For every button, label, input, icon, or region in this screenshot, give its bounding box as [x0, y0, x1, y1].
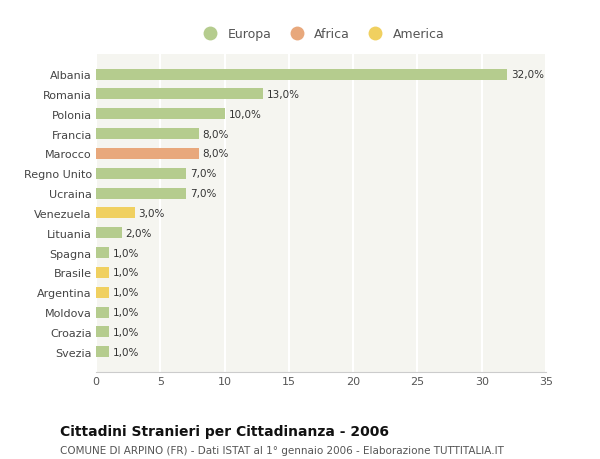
- Text: 1,0%: 1,0%: [113, 347, 139, 357]
- Text: 1,0%: 1,0%: [113, 308, 139, 317]
- Bar: [96, 129, 199, 140]
- Bar: [96, 287, 109, 298]
- Bar: [96, 149, 199, 160]
- Text: 3,0%: 3,0%: [139, 208, 165, 218]
- Text: Cittadini Stranieri per Cittadinanza - 2006: Cittadini Stranieri per Cittadinanza - 2…: [60, 425, 389, 438]
- Text: 2,0%: 2,0%: [125, 228, 152, 238]
- Bar: [96, 327, 109, 338]
- Bar: [96, 168, 186, 179]
- Text: 1,0%: 1,0%: [113, 268, 139, 278]
- Bar: [96, 247, 109, 258]
- Bar: [96, 208, 134, 219]
- Bar: [96, 188, 186, 199]
- Text: 8,0%: 8,0%: [203, 149, 229, 159]
- Text: 32,0%: 32,0%: [511, 70, 544, 80]
- Bar: [96, 267, 109, 278]
- Bar: [96, 228, 122, 239]
- Text: 8,0%: 8,0%: [203, 129, 229, 139]
- Bar: [96, 347, 109, 358]
- Text: 1,0%: 1,0%: [113, 327, 139, 337]
- Text: 1,0%: 1,0%: [113, 288, 139, 297]
- Text: 7,0%: 7,0%: [190, 169, 216, 179]
- Text: COMUNE DI ARPINO (FR) - Dati ISTAT al 1° gennaio 2006 - Elaborazione TUTTITALIA.: COMUNE DI ARPINO (FR) - Dati ISTAT al 1°…: [60, 445, 504, 455]
- Text: 10,0%: 10,0%: [229, 110, 262, 119]
- Bar: [96, 89, 263, 100]
- Bar: [96, 109, 224, 120]
- Text: 7,0%: 7,0%: [190, 189, 216, 199]
- Text: 13,0%: 13,0%: [267, 90, 300, 100]
- Bar: [96, 69, 508, 80]
- Text: 1,0%: 1,0%: [113, 248, 139, 258]
- Legend: Europa, Africa, America: Europa, Africa, America: [193, 23, 449, 46]
- Bar: [96, 307, 109, 318]
